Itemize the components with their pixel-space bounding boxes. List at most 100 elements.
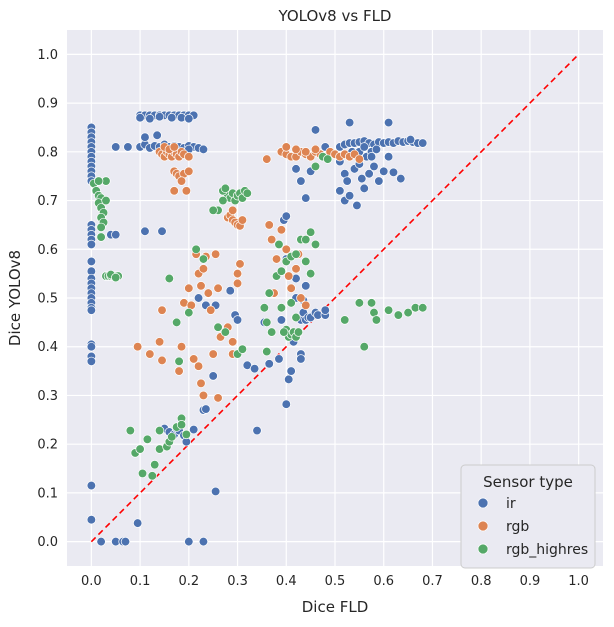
data-point-rgb [198,390,209,401]
data-point-rgb-highres [279,327,289,337]
x-tick-labels: 0.0 0.1 0.2 0.3 0.4 0.5 0.6 0.7 0.8 0.9 1.0 [81,574,589,589]
legend-title: Sensor type [483,473,573,491]
data-point-rgb-highres [242,188,252,198]
data-point-rgb [208,349,218,359]
data-point-ir [418,138,428,148]
data-point-ir [276,315,287,325]
data-point-rgb [169,142,179,152]
x-tick-label: 0.8 [471,574,492,589]
data-point-rgb-highres [198,254,209,264]
data-point-rgb-highres [262,346,272,357]
x-tick-label: 0.1 [130,574,151,589]
data-point-rgb-highres [291,249,301,259]
data-point-rgb-highres [208,205,218,215]
data-point-rgb-highres [276,303,287,313]
x-tick-label: 0.0 [81,574,102,589]
data-point-ir [232,315,243,325]
data-point-ir [152,130,162,140]
data-point-rgb-highres [94,176,104,186]
legend-label-ir: ir [506,496,516,512]
data-point-rgb-highres [220,327,231,337]
data-point-ir [344,117,355,128]
y-tick-label: 1.0 [37,48,58,63]
data-point-rgb-highres [301,234,311,245]
data-point-rgb [133,342,143,352]
data-point-ir [374,176,384,186]
data-point-rgb [184,283,194,293]
data-point-ir [225,286,235,296]
data-point-rgb [210,249,221,259]
data-point-rgb-highres [323,154,333,164]
data-point-rgb-highres [142,434,153,444]
data-point-ir [301,281,311,291]
data-point-ir [369,161,379,172]
data-point-ir [86,515,97,525]
data-point-rgb-highres [174,356,184,366]
data-point-rgb [235,259,245,269]
x-tick-label: 0.7 [422,574,443,589]
data-point-rgb [206,305,216,315]
data-point-rgb-highres [176,420,187,430]
data-point-rgb [271,254,282,264]
data-point-rgb-highres [237,344,248,354]
data-point-ir [193,293,204,303]
data-point-ir [198,536,209,547]
data-point-ir [344,191,355,201]
data-point-ir [157,226,167,236]
data-point-rgb-highres [147,471,157,481]
x-tick-label: 0.3 [227,574,248,589]
data-point-rgb-highres [267,327,277,337]
data-point-rgb-highres [403,307,413,318]
data-point-ir [86,356,97,366]
data-point-ir [133,518,143,528]
data-point-rgb [181,186,192,196]
data-point-ir [86,480,97,491]
data-point-rgb-highres [150,459,160,470]
series-rgb-highres [89,152,428,481]
data-point-rgb [196,281,206,291]
data-point-rgb-highres [310,239,321,250]
data-point-rgb [169,186,179,196]
data-point-ir [383,117,394,128]
data-point-rgb-highres [366,298,377,308]
data-point-ir [184,536,194,547]
data-point-rgb [267,234,277,245]
data-point-rgb [286,283,296,293]
x-tick-label: 0.6 [373,574,394,589]
legend-label-rgb: rgb [506,519,529,535]
data-point-rgb [157,305,167,315]
data-point-rgb [184,152,194,162]
data-point-ir [140,226,150,236]
data-point-rgb [281,244,291,254]
data-point-rgb [264,220,274,230]
data-point-rgb-highres [111,272,121,283]
data-point-rgb [310,144,321,155]
data-point-ir [301,193,311,203]
data-point-rgb [213,393,223,403]
data-point-rgb [232,278,243,289]
data-point-ir [342,176,352,186]
data-point-ir [364,169,374,179]
data-point-ir [291,164,301,174]
data-point-rgb-highres [218,195,228,206]
data-point-ir [86,256,97,267]
legend-box [460,464,596,569]
x-tick-label: 0.2 [178,574,199,589]
data-point-rgb-highres [293,327,304,337]
data-point-ir [249,364,260,374]
data-point-rgb-highres [340,315,350,325]
data-point-rgb-highres [274,239,284,250]
data-point-ir [383,152,394,162]
data-point-rgb [296,293,306,303]
data-point-ir [189,424,199,435]
data-point-ir [320,305,330,315]
y-tick-labels: 0.0 0.1 0.2 0.3 0.4 0.5 0.6 0.7 0.8 0.9 1.0 [37,48,58,550]
data-point-ir [145,114,155,124]
data-point-ir [379,166,389,176]
data-point-ir [371,144,382,155]
data-point-ir [96,536,106,547]
data-point-rgb [213,283,223,293]
data-point-ir [184,114,194,124]
data-point-ir [167,113,177,123]
data-point-ir [264,359,274,369]
